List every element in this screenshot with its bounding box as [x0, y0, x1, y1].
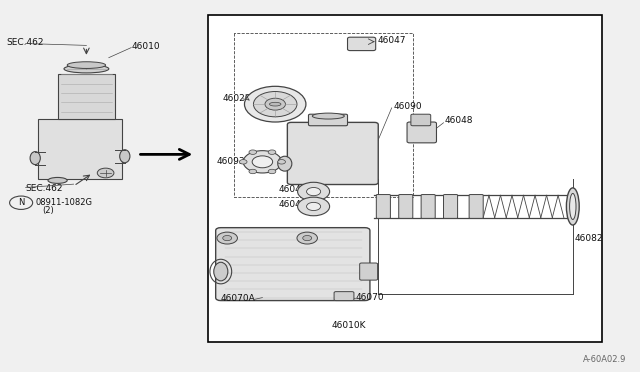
Circle shape [217, 232, 237, 244]
Circle shape [253, 92, 297, 117]
FancyBboxPatch shape [360, 263, 378, 280]
Text: A-60A02.9: A-60A02.9 [582, 355, 626, 364]
Polygon shape [58, 74, 115, 119]
Text: 46082: 46082 [575, 234, 604, 243]
FancyBboxPatch shape [399, 195, 413, 218]
Text: 46090: 46090 [394, 102, 422, 110]
Circle shape [223, 235, 232, 241]
Text: SEC.462: SEC.462 [6, 38, 44, 47]
Circle shape [307, 187, 321, 196]
Text: 46047: 46047 [378, 36, 406, 45]
FancyBboxPatch shape [376, 195, 390, 218]
Text: 46048: 46048 [445, 116, 474, 125]
Circle shape [249, 150, 257, 154]
Text: 46045: 46045 [278, 200, 307, 209]
Ellipse shape [312, 113, 344, 119]
Circle shape [307, 202, 321, 211]
FancyBboxPatch shape [444, 195, 458, 218]
Circle shape [268, 150, 276, 154]
Text: 08911-1082G: 08911-1082G [35, 198, 92, 207]
Text: 46045: 46045 [278, 185, 307, 194]
Circle shape [303, 235, 312, 241]
Ellipse shape [48, 177, 67, 183]
Circle shape [278, 160, 285, 164]
Circle shape [249, 169, 257, 174]
Circle shape [239, 160, 247, 164]
Ellipse shape [64, 65, 109, 73]
Polygon shape [38, 119, 122, 179]
Ellipse shape [67, 62, 106, 68]
Ellipse shape [278, 156, 292, 171]
Circle shape [297, 232, 317, 244]
FancyBboxPatch shape [407, 122, 436, 143]
Text: 46070A: 46070A [221, 294, 255, 303]
Circle shape [252, 156, 273, 168]
Circle shape [298, 197, 330, 216]
FancyBboxPatch shape [287, 122, 378, 185]
Text: N: N [18, 198, 24, 207]
Ellipse shape [120, 150, 130, 163]
Ellipse shape [570, 193, 576, 219]
Text: 46093: 46093 [216, 157, 245, 166]
Bar [208, 15, 602, 342]
FancyBboxPatch shape [421, 195, 435, 218]
FancyBboxPatch shape [334, 292, 354, 301]
Text: 46070: 46070 [355, 293, 384, 302]
Ellipse shape [214, 262, 228, 281]
Text: (2): (2) [42, 206, 54, 215]
Circle shape [298, 182, 330, 201]
FancyBboxPatch shape [348, 37, 376, 51]
Circle shape [265, 98, 285, 110]
Circle shape [244, 86, 306, 122]
Text: 46010K: 46010K [332, 321, 366, 330]
Text: SEC.462: SEC.462 [26, 185, 63, 193]
Circle shape [268, 169, 276, 174]
Ellipse shape [269, 102, 281, 106]
Text: 46010: 46010 [131, 42, 160, 51]
FancyBboxPatch shape [469, 195, 483, 218]
Ellipse shape [566, 188, 579, 225]
FancyBboxPatch shape [411, 114, 431, 126]
FancyBboxPatch shape [308, 114, 348, 126]
Circle shape [97, 168, 114, 178]
Circle shape [243, 151, 282, 173]
Text: 46020: 46020 [223, 94, 252, 103]
Ellipse shape [30, 152, 40, 165]
FancyBboxPatch shape [216, 228, 370, 301]
